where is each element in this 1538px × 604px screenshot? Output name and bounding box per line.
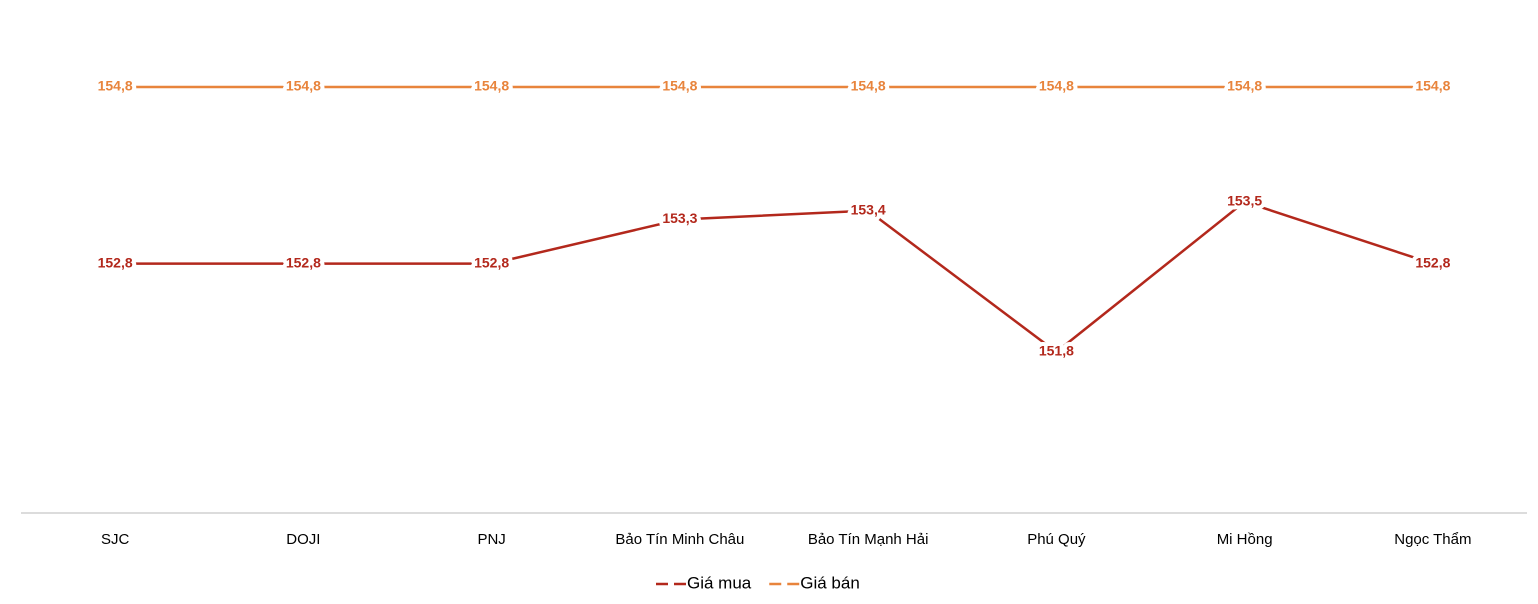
data-label: 151,8 — [1039, 343, 1074, 359]
data-label: 154,8 — [662, 78, 697, 94]
data-label: 154,8 — [851, 78, 886, 94]
legend-label: Giá bán — [800, 573, 860, 592]
data-label: 152,8 — [98, 254, 133, 270]
data-label: 154,8 — [286, 78, 321, 94]
data-label: 152,8 — [286, 254, 321, 270]
data-label: 152,8 — [474, 254, 509, 270]
x-tick-label: DOJI — [286, 531, 320, 548]
legend-label: Giá mua — [687, 573, 752, 592]
data-label: 154,8 — [1039, 78, 1074, 94]
data-label: 154,8 — [474, 78, 509, 94]
x-tick-label: SJC — [101, 531, 130, 548]
data-label: 152,8 — [1415, 254, 1450, 270]
data-label: 154,8 — [98, 78, 133, 94]
x-tick-label: Phú Quý — [1027, 531, 1086, 548]
data-label: 153,5 — [1227, 193, 1262, 209]
x-tick-label: Ngọc Thẩm — [1394, 531, 1471, 548]
data-label: 154,8 — [1415, 78, 1450, 94]
x-tick-label: Mi Hồng — [1217, 531, 1273, 548]
data-label: 153,3 — [662, 210, 697, 226]
x-tick-label: Bảo Tín Mạnh Hải — [808, 531, 929, 548]
x-tick-label: Bảo Tín Minh Châu — [615, 531, 744, 548]
data-label: 154,8 — [1227, 78, 1262, 94]
series-line — [115, 200, 1434, 354]
x-tick-label: PNJ — [477, 531, 505, 548]
data-label: 153,4 — [851, 201, 886, 217]
